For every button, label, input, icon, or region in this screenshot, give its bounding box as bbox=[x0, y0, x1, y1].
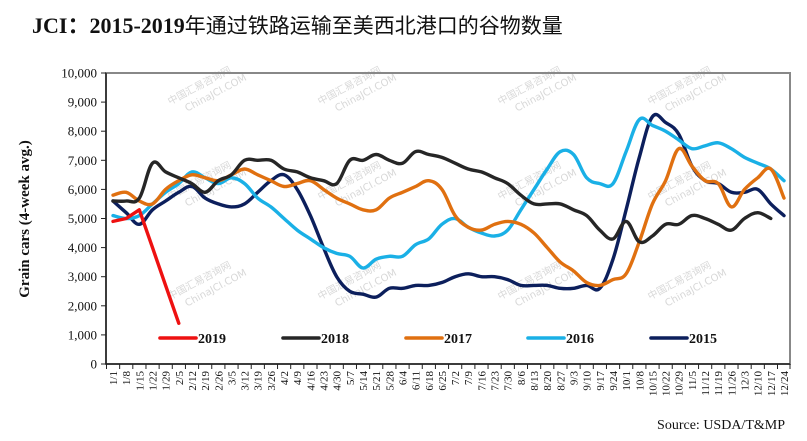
legend-item-2018: 2018 bbox=[281, 332, 349, 347]
x-tick-label: 10/8 bbox=[634, 371, 646, 391]
y-tick-label: 0 bbox=[91, 357, 98, 372]
x-tick-label: 2/19 bbox=[200, 371, 212, 391]
y-tick-label: 9,000 bbox=[68, 95, 97, 110]
x-tick-label: 4/9 bbox=[292, 371, 304, 386]
x-tick-label: 6/18 bbox=[424, 371, 436, 391]
x-tick-label: 7/30 bbox=[503, 371, 515, 391]
y-tick-label: 2,000 bbox=[68, 298, 97, 313]
x-tick-label: 9/17 bbox=[595, 371, 607, 391]
x-tick-label: 6/25 bbox=[437, 371, 449, 391]
chart-title-prefix: JCI：2015-2019 bbox=[32, 13, 185, 38]
x-tick-label: 2/12 bbox=[187, 371, 199, 391]
y-tick-label: 6,000 bbox=[68, 182, 97, 197]
series-line-2018 bbox=[111, 149, 773, 245]
x-tick-label: 5/14 bbox=[358, 371, 370, 391]
chart-title: JCI：2015-2019年通过铁路运输至美西北港口的谷物数量 bbox=[32, 8, 563, 40]
x-tick-label: 8/20 bbox=[542, 371, 554, 391]
legend-item-2016: 2016 bbox=[526, 332, 594, 347]
x-ticks: 1/1 1/8 1/15 1/22 1/29 2/5 2/12 2/19 2/26 3/5 3/12… bbox=[106, 364, 791, 397]
x-tick-label: 2/26 bbox=[213, 371, 225, 391]
y-tick-label: 4,000 bbox=[68, 240, 97, 255]
x-tick-label: 3/19 bbox=[253, 371, 265, 391]
x-tick-label: 1/1 bbox=[108, 371, 120, 385]
x-tick-label: 11/12 bbox=[700, 371, 712, 396]
x-tick-label: 10/29 bbox=[674, 371, 686, 397]
x-tick-label: 5/21 bbox=[371, 371, 383, 391]
legend-item-2019: 2019 bbox=[158, 332, 226, 347]
y-tick-label: 3,000 bbox=[68, 269, 97, 284]
x-tick-label: 4/2 bbox=[279, 371, 291, 385]
x-tick-label: 8/6 bbox=[516, 371, 528, 386]
x-tick-label: 1/22 bbox=[147, 371, 159, 391]
x-tick-label: 4/30 bbox=[332, 371, 344, 391]
x-tick-label: 7/16 bbox=[476, 371, 488, 391]
x-tick-label: 4/23 bbox=[319, 371, 331, 391]
x-tick-label: 11/26 bbox=[726, 371, 738, 396]
x-tick-label: 6/11 bbox=[411, 371, 423, 390]
series-group bbox=[111, 112, 786, 325]
y-tick-label: 5,000 bbox=[68, 211, 97, 226]
y-tick-label: 10,000 bbox=[61, 66, 97, 81]
x-tick-label: 7/23 bbox=[490, 371, 502, 391]
legend: 2019 2018 2017 2016 2015 bbox=[158, 332, 717, 347]
x-tick-label: 1/8 bbox=[121, 371, 133, 386]
x-tick-label: 7/2 bbox=[450, 371, 462, 385]
y-tick-label: 8,000 bbox=[68, 124, 97, 139]
y-ticks: 0 1,000 2,000 3,000 4,000 5,000 6,000 7,000 8,00… bbox=[61, 66, 106, 372]
legend-label: 2017 bbox=[444, 332, 472, 347]
y-tick-label: 7,000 bbox=[68, 153, 97, 168]
x-tick-label: 3/26 bbox=[266, 371, 278, 391]
x-tick-label: 9/24 bbox=[608, 371, 620, 391]
x-tick-label: 9/3 bbox=[568, 371, 580, 386]
x-tick-label: 2/5 bbox=[174, 371, 186, 386]
legend-label: 2015 bbox=[689, 332, 717, 347]
legend-item-2017: 2017 bbox=[404, 332, 472, 347]
x-tick-label: 1/15 bbox=[134, 371, 146, 391]
x-tick-label: 5/28 bbox=[384, 371, 396, 391]
x-tick-label: 10/1 bbox=[621, 371, 633, 391]
legend-label: 2016 bbox=[566, 332, 594, 347]
x-tick-label: 12/24 bbox=[779, 371, 791, 397]
x-tick-label: 7/9 bbox=[463, 371, 475, 386]
x-tick-label: 4/16 bbox=[305, 371, 317, 391]
x-tick-label: 3/5 bbox=[226, 371, 238, 386]
x-tick-label: 12/10 bbox=[753, 371, 765, 397]
x-tick-label: 10/15 bbox=[647, 371, 659, 397]
x-tick-label: 3/12 bbox=[240, 371, 252, 391]
series-line-2019 bbox=[111, 208, 181, 325]
y-tick-label: 1,000 bbox=[68, 327, 97, 342]
x-tick-label: 6/4 bbox=[397, 371, 409, 386]
legend-item-2015: 2015 bbox=[649, 332, 717, 347]
x-tick-label: 11/5 bbox=[687, 371, 699, 391]
y-axis-label: Grain cars (4-week avg.) bbox=[17, 140, 33, 297]
x-tick-label: 12/17 bbox=[766, 371, 778, 397]
legend-label: 2018 bbox=[321, 332, 349, 347]
x-tick-label: 9/10 bbox=[582, 371, 594, 391]
series-line-2015 bbox=[111, 112, 786, 300]
x-tick-label: 8/27 bbox=[555, 371, 567, 391]
legend-label: 2019 bbox=[198, 332, 226, 347]
x-tick-label: 5/7 bbox=[345, 371, 357, 386]
x-tick-label: 11/19 bbox=[713, 371, 725, 396]
x-tick-label: 10/22 bbox=[661, 371, 673, 396]
series-line-2016 bbox=[111, 116, 786, 270]
x-tick-label: 1/29 bbox=[161, 371, 173, 391]
x-tick-label: 12/3 bbox=[740, 371, 752, 391]
x-tick-label: 8/13 bbox=[529, 371, 541, 391]
chart-title-text: 年通过铁路运输至美西北港口的谷物数量 bbox=[184, 14, 563, 38]
source-note: Source: USDA/T&MP bbox=[657, 418, 785, 433]
